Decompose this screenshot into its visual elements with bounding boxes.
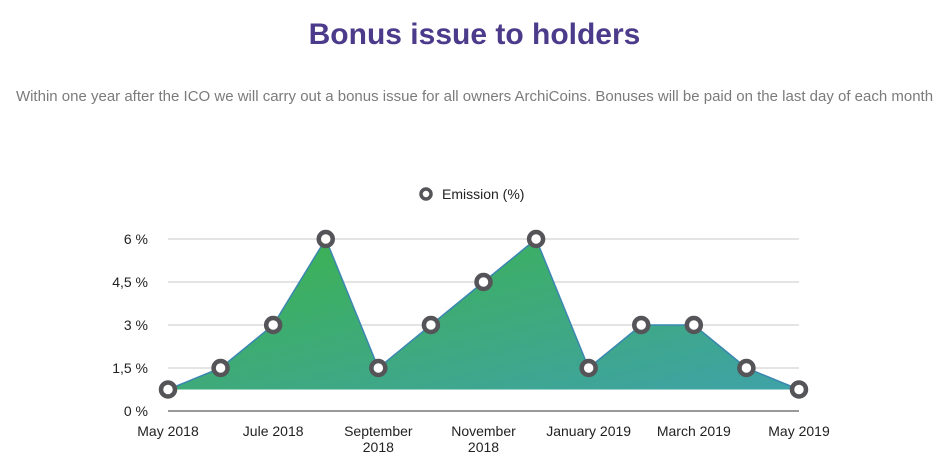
- legend-marker-icon: [419, 187, 433, 201]
- data-point-marker: [632, 315, 651, 335]
- data-point-marker: [421, 315, 441, 335]
- y-tick-label: 3 %: [124, 317, 148, 333]
- data-point-marker: [579, 358, 598, 378]
- y-tick-label: 1,5 %: [112, 360, 148, 376]
- x-tick-label: September 2018: [344, 423, 413, 455]
- x-tick-label: May 2018: [137, 423, 199, 439]
- chart-legend[interactable]: Emission (%): [419, 186, 524, 202]
- y-tick-label: 4,5 %: [112, 274, 148, 290]
- page-subtitle: Within one year after the ICO we will ca…: [15, 88, 934, 105]
- data-point-marker: [369, 358, 388, 378]
- x-tick-label: January 2019: [546, 423, 631, 439]
- page-title: Bonus issue to holders: [308, 18, 641, 51]
- legend-label: Emission (%): [442, 186, 524, 202]
- y-axis-ticks: 0 % 1,5 % 3 % 4,5 % 6 %: [112, 231, 148, 419]
- data-markers: [158, 229, 809, 399]
- data-point-marker: [789, 380, 809, 399]
- x-tick-label: November 2018: [451, 423, 516, 455]
- data-point-marker: [474, 272, 493, 292]
- area-fill: [168, 239, 799, 390]
- x-tick-label: March 2019: [657, 423, 731, 439]
- data-point-marker: [263, 315, 283, 335]
- data-point-marker: [211, 358, 230, 378]
- data-point-marker: [316, 229, 335, 249]
- x-tick-label: Jule 2018: [243, 423, 304, 439]
- x-axis-ticks: May 2018 Jule 2018 September 2018 November 20…: [137, 423, 830, 455]
- y-tick-label: 0 %: [124, 403, 148, 419]
- data-point-marker: [526, 229, 546, 249]
- x-tick-label: May 2019: [768, 423, 830, 439]
- data-point-marker: [737, 358, 756, 378]
- data-point-marker: [684, 315, 704, 335]
- area-series: [167, 238, 800, 391]
- data-point-marker: [158, 380, 178, 399]
- y-tick-label: 6 %: [124, 231, 148, 247]
